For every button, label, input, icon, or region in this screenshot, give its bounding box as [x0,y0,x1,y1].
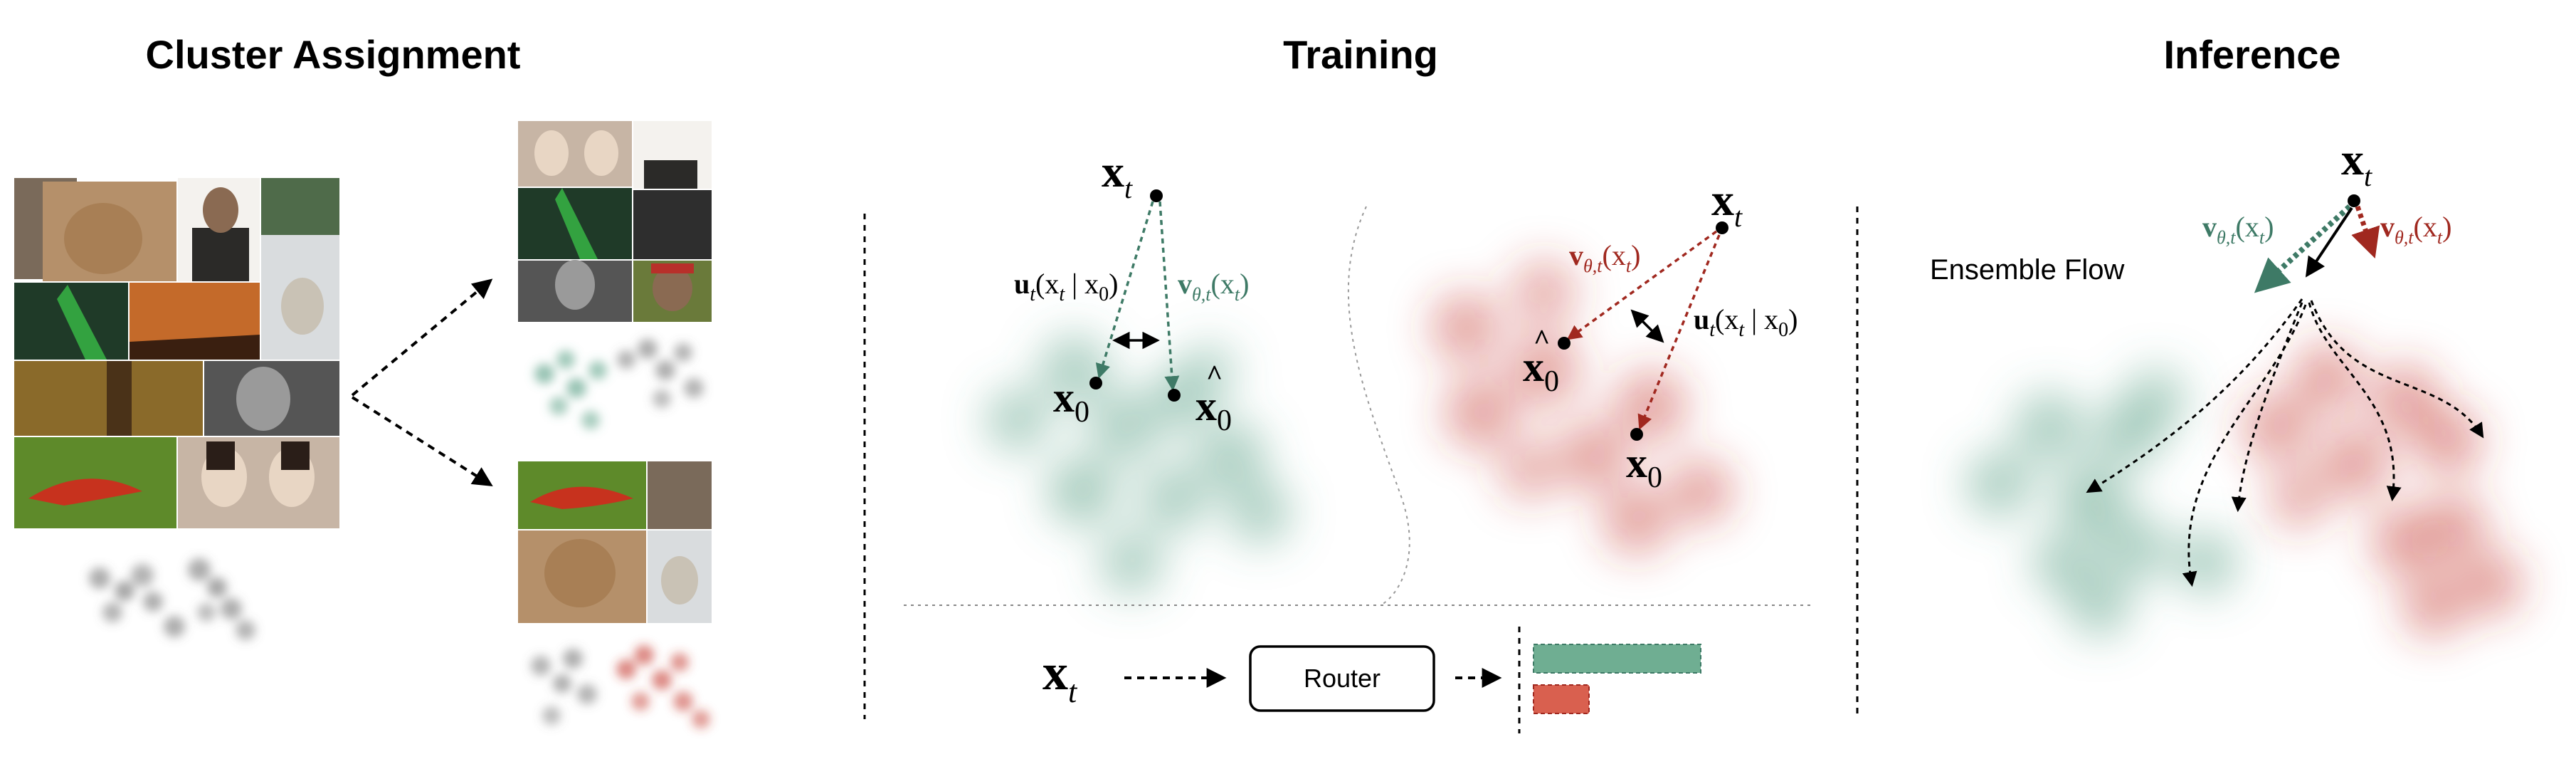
xt-label-left: xt [1102,146,1133,204]
bulldog-face [64,203,142,274]
trajectory-5 [2310,300,2484,439]
x0-label-right: x0 [1626,439,1662,494]
xt-point-right [1716,221,1728,234]
v-vector-left [1158,201,1180,392]
ensemble-flow-label: Ensemble Flow [1930,254,2125,286]
trajectory-3 [2182,304,2307,587]
ensemble-trajectories [2086,298,2484,587]
inference-red-cloud [2243,343,2523,637]
u-label-left: ut(xt | x0) [1014,268,1118,305]
router-label: Router [1304,664,1381,693]
xt-point-inference [2348,194,2360,207]
red-cluster-cloud [1432,260,1733,554]
trajectory-2 [2231,302,2303,513]
xt-label-inference: xt [2341,134,2372,192]
v-red-label-inference: vθ,t(xt) [2380,211,2451,248]
xt-point-left [1150,189,1163,202]
dirt-photo-b [648,461,712,529]
x0hat-point-right [1558,337,1571,350]
split-arrow-down [351,396,493,486]
training-panel: Training x [904,32,1815,733]
cluster-a-images [518,121,712,322]
inference-green-cloud [1965,367,2238,637]
distance-arrow-right [1630,309,1664,343]
cluster-b-images [518,461,712,623]
x0hat-label-right: x0 [1523,343,1559,398]
cluster-a-blobs [534,339,704,429]
x0-point-right [1630,428,1643,441]
inference-panel: Inference Ensemble Flow xt [1930,32,2523,637]
hat-mark-right: ^ [1534,323,1550,355]
x0-point-left [1089,377,1102,389]
hat-mark-left: ^ [1206,359,1223,391]
v-label-left: vθ,t(xt) [1178,268,1249,305]
training-title: Training [1283,32,1438,77]
trajectory-1 [2086,298,2303,493]
v-vector-right [1566,230,1718,340]
x0hat-label-left: x0 [1195,382,1232,437]
cluster-boundary [1347,206,1410,606]
u-vector-left [1095,201,1154,380]
ensemble-vector-inference [2305,206,2353,278]
v-red-vector-inference [2351,205,2380,258]
split-arrow-up [351,278,493,397]
x0hat-point-left [1168,389,1181,402]
u-vector-right [1637,234,1721,430]
gray-cluster-blob [89,558,255,640]
router-box [1249,645,1435,712]
cluster-assignment-panel: Cluster Assignment [14,32,712,728]
router-weight-bar-green [1533,644,1701,674]
v-green-label-inference: vθ,t(xt) [2202,211,2274,248]
image-grid [14,178,339,528]
man-jacket-photo-a [633,190,712,259]
xt-router-input: xt [1042,644,1078,709]
green-cluster-cloud [986,335,1292,595]
x0-label-left: x0 [1053,374,1089,429]
cluster-assignment-title: Cluster Assignment [146,32,521,77]
cluster-b-blobs [531,645,710,728]
v-label-right: vθ,t(xt) [1569,239,1640,276]
u-label-right: ut(xt | x0) [1694,303,1798,341]
inference-title: Inference [2164,32,2341,77]
router-weight-bar-red [1533,684,1590,714]
xt-label-right: xt [1711,174,1743,233]
forest-photo [261,178,339,235]
